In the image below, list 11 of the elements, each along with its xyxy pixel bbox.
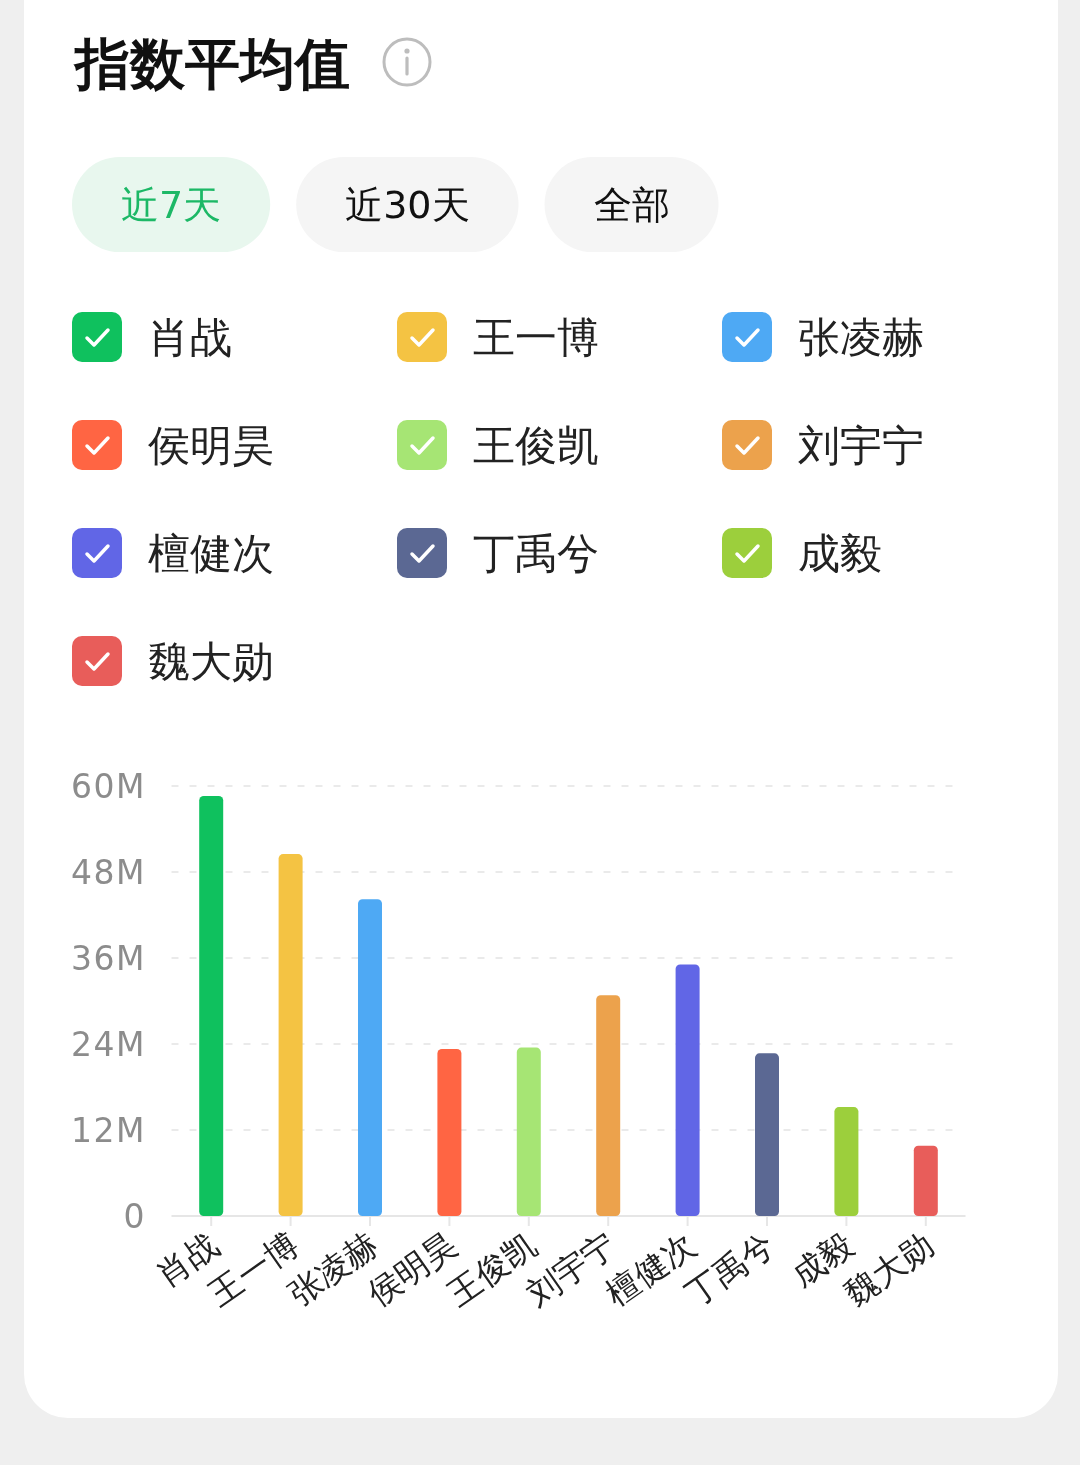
legend-label: 侯明昊 xyxy=(148,421,274,470)
legend-label: 檀健次 xyxy=(148,529,274,578)
legend-label: 丁禹兮 xyxy=(473,529,599,578)
legend-label: 张凌赫 xyxy=(798,313,924,362)
legend-label: 魏大勋 xyxy=(148,637,274,686)
legend-label: 王俊凯 xyxy=(473,421,599,470)
legend-label: 成毅 xyxy=(798,529,882,578)
legend-label: 王一博 xyxy=(473,313,599,362)
title: 指数平均值 xyxy=(75,32,350,96)
legend-label: 肖战 xyxy=(148,313,232,362)
legend-label: 刘宇宁 xyxy=(798,421,924,470)
